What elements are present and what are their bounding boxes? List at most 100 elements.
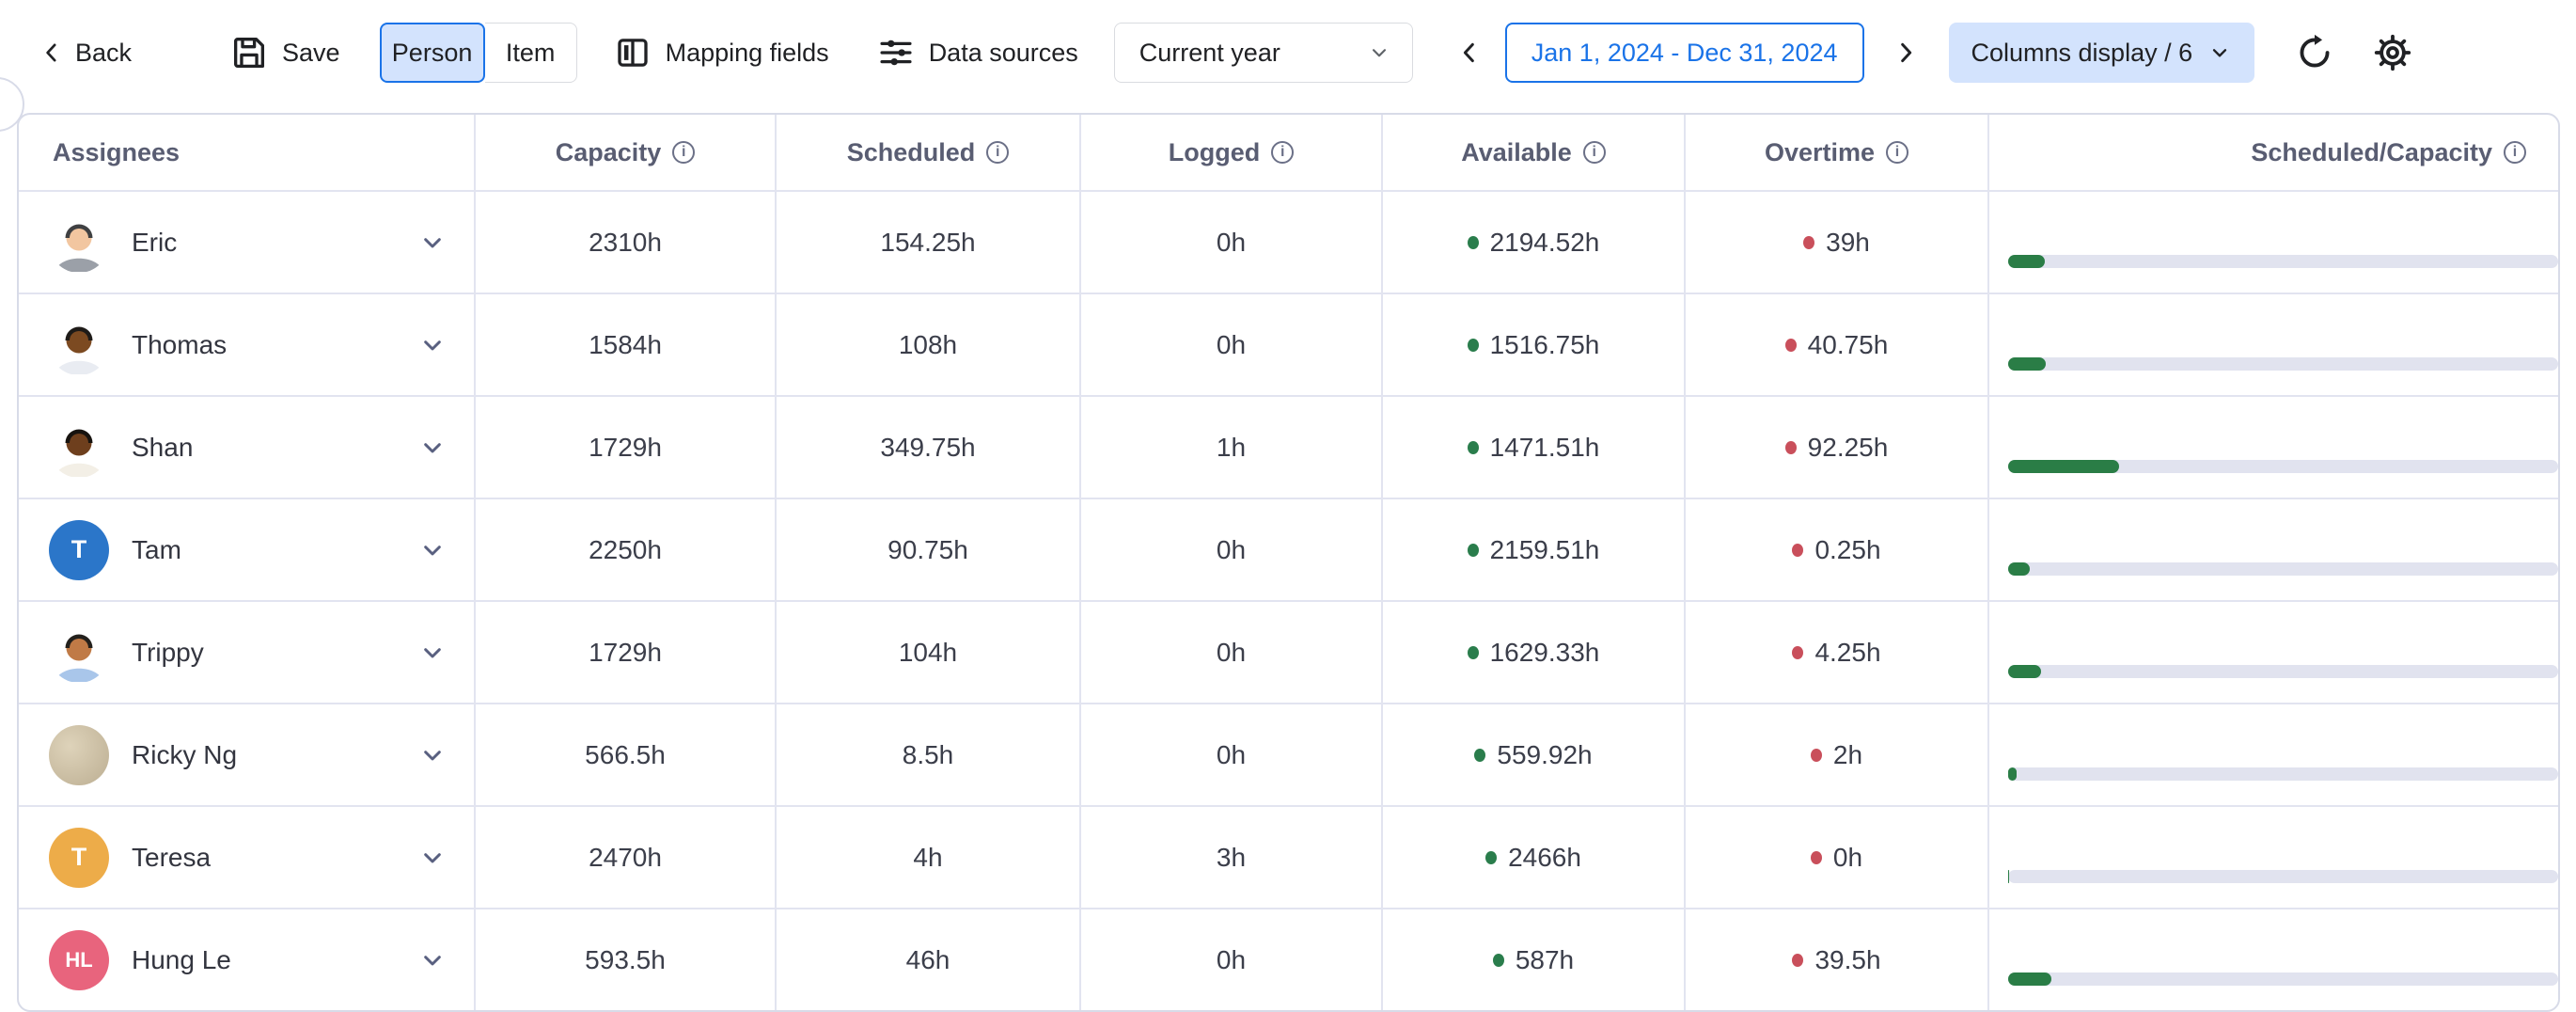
data-sources-label: Data sources bbox=[928, 38, 1078, 67]
avatar bbox=[49, 724, 109, 785]
info-icon[interactable]: i bbox=[672, 141, 696, 164]
logged-value: 0h bbox=[1081, 909, 1383, 1010]
chevron-down-icon[interactable] bbox=[417, 740, 448, 770]
back-button[interactable]: Back bbox=[38, 39, 132, 68]
column-header-scheduled[interactable]: Scheduled i bbox=[777, 115, 1081, 190]
overtime-value: 39.5h bbox=[1686, 909, 1989, 1010]
avatar: T bbox=[49, 827, 109, 888]
avatar bbox=[49, 418, 109, 478]
available-value: 2159.51h bbox=[1383, 499, 1686, 600]
green-dot bbox=[1467, 338, 1479, 352]
columns-display-label: Columns display / 6 bbox=[1971, 38, 2193, 67]
red-dot bbox=[1784, 440, 1797, 454]
table-row: Trippy 1729h 104h 0h 1629.33h 4.25h bbox=[19, 600, 2558, 703]
chevron-down-icon[interactable] bbox=[417, 945, 448, 975]
assignee-name: Thomas bbox=[132, 329, 228, 359]
capacity-value: 2310h bbox=[476, 192, 777, 293]
toggle-item[interactable]: Item bbox=[484, 23, 577, 83]
chevron-down-icon[interactable] bbox=[417, 535, 448, 565]
chevron-down-icon[interactable] bbox=[417, 433, 448, 463]
period-select[interactable]: Current year bbox=[1113, 23, 1413, 83]
column-header-capacity[interactable]: Capacity i bbox=[476, 115, 777, 190]
chevron-down-icon[interactable] bbox=[417, 638, 448, 668]
scheduled-capacity-cell bbox=[1989, 602, 2558, 703]
avatar bbox=[49, 623, 109, 683]
chevron-down-icon[interactable] bbox=[417, 843, 448, 873]
assignee-cell[interactable]: T Tam bbox=[19, 499, 476, 600]
table-row: T Teresa 2470h 4h 3h 2466h 0h bbox=[19, 805, 2558, 908]
scheduled-capacity-cell bbox=[1989, 397, 2558, 498]
info-icon[interactable]: i bbox=[2504, 141, 2526, 164]
available-value: 1516.75h bbox=[1383, 294, 1686, 395]
assignee-cell[interactable]: Shan bbox=[19, 397, 476, 498]
columns-display-button[interactable]: Columns display / 6 bbox=[1948, 23, 2255, 83]
toolbar: Back Save Person Item Mapping fields Dat… bbox=[0, 0, 2576, 105]
overtime-value: 2h bbox=[1686, 704, 1989, 805]
red-dot bbox=[1810, 748, 1822, 762]
chevron-down-icon[interactable] bbox=[417, 228, 448, 258]
info-icon[interactable]: i bbox=[1886, 141, 1909, 164]
green-dot bbox=[1485, 850, 1498, 864]
scheduled-capacity-cell bbox=[1989, 704, 2558, 805]
toggle-person[interactable]: Person bbox=[379, 23, 485, 83]
progress-bar-fill bbox=[2008, 460, 2120, 474]
assignee-name: Trippy bbox=[132, 637, 204, 667]
avatar: HL bbox=[49, 929, 109, 990]
column-header-available[interactable]: Available i bbox=[1383, 115, 1686, 190]
table-header-row: Assignees Capacity i Scheduled i Logged i A… bbox=[19, 115, 2558, 190]
green-dot bbox=[1467, 645, 1479, 659]
available-value: 1471.51h bbox=[1383, 397, 1686, 498]
column-header-overtime[interactable]: Overtime i bbox=[1686, 115, 1989, 190]
assignee-cell[interactable]: Trippy bbox=[19, 602, 476, 703]
assignee-name: Ricky Ng bbox=[132, 739, 238, 769]
assignee-cell[interactable]: Ricky Ng bbox=[19, 704, 476, 805]
available-value: 2466h bbox=[1383, 807, 1686, 908]
overtime-value: 92.25h bbox=[1686, 397, 1989, 498]
overtime-value: 39h bbox=[1686, 192, 1989, 293]
capacity-value: 1729h bbox=[476, 397, 777, 498]
chevron-down-icon[interactable] bbox=[417, 330, 448, 360]
chevron-left-icon bbox=[38, 39, 66, 67]
save-button[interactable]: Save bbox=[229, 33, 340, 72]
assignee-cell[interactable]: T Teresa bbox=[19, 807, 476, 908]
progress-bar bbox=[2008, 972, 2558, 987]
column-header-scheduled-capacity[interactable]: Scheduled/Capacity i bbox=[1989, 115, 2558, 190]
mapping-fields-button[interactable]: Mapping fields bbox=[613, 33, 829, 72]
assignee-name: Tam bbox=[132, 534, 181, 564]
column-header-logged[interactable]: Logged i bbox=[1081, 115, 1383, 190]
progress-bar bbox=[2008, 870, 2558, 884]
view-toggle: Person Item bbox=[379, 23, 577, 83]
info-icon[interactable]: i bbox=[1582, 141, 1606, 164]
progress-bar bbox=[2008, 562, 2558, 577]
capacity-value: 1729h bbox=[476, 602, 777, 703]
scheduled-capacity-cell bbox=[1989, 909, 2558, 1010]
column-header-assignees[interactable]: Assignees bbox=[19, 115, 476, 190]
data-sources-button[interactable]: Data sources bbox=[876, 33, 1078, 72]
assignee-cell[interactable]: Thomas bbox=[19, 294, 476, 395]
date-range-button[interactable]: Jan 1, 2024 - Dec 31, 2024 bbox=[1504, 23, 1864, 83]
info-icon[interactable]: i bbox=[1271, 141, 1295, 164]
save-label: Save bbox=[282, 38, 340, 67]
logged-value: 0h bbox=[1081, 704, 1383, 805]
available-value: 1629.33h bbox=[1383, 602, 1686, 703]
red-dot bbox=[1784, 338, 1797, 352]
progress-bar bbox=[2008, 357, 2558, 372]
scheduled-capacity-cell bbox=[1989, 192, 2558, 293]
green-dot bbox=[1467, 235, 1479, 249]
chevron-down-icon bbox=[1367, 40, 1391, 65]
assignee-cell[interactable]: Eric bbox=[19, 192, 476, 293]
green-dot bbox=[1492, 953, 1504, 967]
red-dot bbox=[1810, 850, 1822, 864]
assignee-cell[interactable]: HL Hung Le bbox=[19, 909, 476, 1010]
progress-bar-fill bbox=[2008, 562, 2031, 577]
previous-period-button[interactable] bbox=[1454, 38, 1484, 68]
refresh-icon[interactable] bbox=[2294, 32, 2335, 73]
assignee-name: Shan bbox=[132, 432, 194, 462]
gear-icon[interactable] bbox=[2371, 31, 2414, 74]
progress-bar-fill bbox=[2008, 972, 2051, 987]
logged-value: 0h bbox=[1081, 499, 1383, 600]
next-period-button[interactable] bbox=[1891, 38, 1921, 68]
chevron-down-icon bbox=[2207, 40, 2232, 65]
info-icon[interactable]: i bbox=[986, 141, 1010, 164]
scheduled-value: 104h bbox=[777, 602, 1081, 703]
